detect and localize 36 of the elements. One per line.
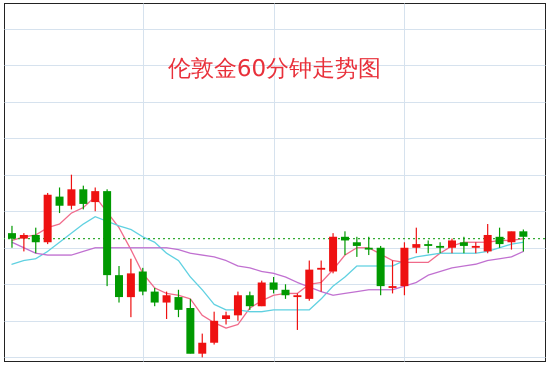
candlestick [424,240,432,254]
candlestick [496,227,504,248]
candlestick [56,186,64,214]
candlestick [448,238,456,254]
candlestick [460,236,468,254]
candlestick [270,276,278,294]
candlestick [234,290,242,322]
candlestick [79,185,88,210]
candlestick [412,227,420,254]
candlestick [67,174,76,210]
candlestick [282,284,290,300]
candlestick [162,290,171,320]
candlestick [138,267,147,296]
candlestick [340,230,349,256]
candlestick [91,186,100,212]
candlestick [507,230,516,250]
candlestick [519,228,528,252]
candlestick [258,280,266,307]
candlestick [32,227,40,254]
candlestick [436,242,444,254]
candlestick [472,242,480,254]
candlestick [388,260,397,294]
candlestick [174,289,182,318]
candlestick [115,265,124,304]
candlestick [126,258,135,318]
candlestick [484,223,492,254]
candlestick [293,292,302,331]
candlestick [246,290,254,310]
candlestick [222,311,230,326]
candlestick [150,287,159,307]
candlestick [352,236,361,258]
candlestick [210,311,218,346]
candlestick [8,225,16,248]
chart-title: 伦敦金60分钟走势图 [168,56,382,82]
candlestick [20,232,28,252]
candlestick [198,333,206,358]
